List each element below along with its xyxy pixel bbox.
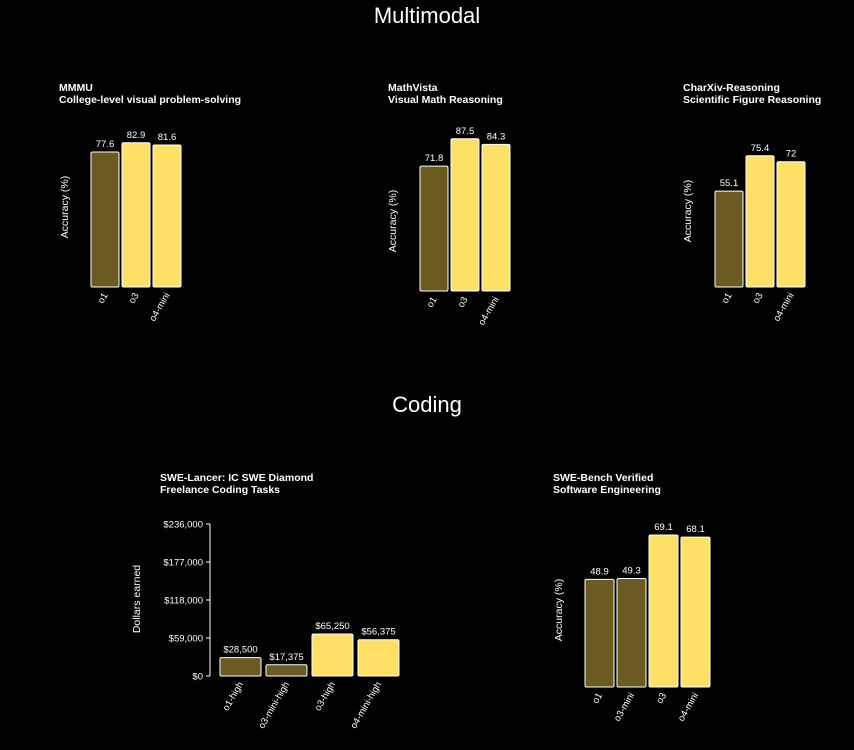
x-tick-label: o1: [96, 291, 111, 306]
data-label: $17,375: [269, 652, 303, 663]
bar-o3-mini: [616, 578, 647, 688]
data-label: $65,250: [315, 621, 349, 632]
x-tick-label: o1: [590, 691, 605, 706]
chart-title: CharXiv-Reasoning: [683, 82, 780, 94]
x-tick-label: o4-mini: [476, 295, 501, 327]
x-tick-label: o3-mini-high: [256, 680, 292, 731]
x-tick-label: o3-high: [313, 680, 338, 713]
x-tick-label: o1: [720, 291, 735, 306]
bar-o1: [90, 151, 120, 288]
chart-title-swe-lancer: SWE-Lancer: IC SWE Diamond Freelance Cod…: [160, 472, 313, 496]
chart-title: MMMU: [59, 82, 93, 94]
y-tick-label: $177,000: [163, 558, 203, 569]
bar-o4-mini-high: [357, 639, 400, 677]
y-tick-label: $118,000: [164, 596, 203, 607]
y-axis-label: Accuracy (%): [59, 176, 71, 238]
bar-o3: [648, 534, 679, 688]
x-tick-label: o4-mini: [771, 291, 796, 323]
bar-o1: [584, 578, 615, 688]
x-tick-label: o4-mini-high: [348, 680, 384, 731]
y-axis-label: Accuracy (%): [682, 180, 694, 242]
chart-subtitle: Freelance Coding Tasks: [160, 484, 281, 496]
chart-title: SWE-Lancer: IC SWE Diamond: [160, 472, 314, 484]
y-axis-label: Accuracy (%): [553, 579, 565, 641]
x-tick-label: o4-mini: [147, 291, 172, 323]
x-tick-label: o3: [654, 691, 669, 706]
x-tick-label: o3: [456, 295, 471, 310]
chart-subtitle: Software Engineering: [553, 484, 661, 496]
data-label: 71.8: [425, 153, 444, 164]
data-label: 81.6: [158, 132, 177, 143]
bar-o1: [714, 190, 744, 288]
x-tick-label: o1: [425, 295, 440, 310]
y-tick-label: $0: [192, 672, 203, 683]
chart-title: MathVista: [388, 82, 438, 94]
data-label: 82.9: [127, 130, 146, 141]
bar-o1-high: [219, 657, 262, 677]
bar-o3-mini-high: [265, 664, 308, 677]
data-label: 84.3: [487, 131, 506, 142]
data-label: 77.6: [96, 139, 115, 150]
bar-o4-mini: [680, 536, 711, 688]
bar-o1: [419, 165, 449, 292]
data-label: 75.4: [751, 143, 770, 154]
data-label: 87.5: [456, 126, 475, 137]
x-tick-label: o3: [127, 291, 142, 306]
data-label: $28,500: [223, 645, 257, 656]
chart-title: SWE-Bench Verified: [553, 472, 654, 484]
chart-subtitle: Visual Math Reasoning: [388, 94, 503, 106]
bar-o4-mini: [481, 143, 511, 292]
chart-subtitle: Scientific Figure Reasoning: [683, 94, 822, 106]
data-label: 55.1: [720, 178, 739, 189]
bar-o3: [121, 142, 151, 288]
chart-title-swe-bench: SWE-Bench Verified Software Engineering: [553, 472, 661, 496]
y-axis-label: Accuracy (%): [387, 190, 399, 252]
data-label: 48.9: [590, 566, 609, 577]
x-tick-label: o4-mini: [676, 691, 701, 723]
x-tick-label: o1-high: [221, 680, 246, 713]
data-label: 68.1: [686, 524, 705, 535]
bar-o4-mini: [152, 144, 182, 288]
y-tick-label: $236,000: [163, 520, 203, 531]
bar-o4-mini: [776, 161, 806, 288]
data-label: 49.3: [622, 566, 641, 577]
y-axis-label: Dollars earned: [131, 565, 143, 633]
section-title-multimodal: Multimodal: [373, 3, 481, 28]
chart-subtitle: College-level visual problem-solving: [59, 94, 242, 106]
data-label: $56,375: [361, 627, 395, 638]
y-tick-label: $59,000: [169, 634, 203, 645]
bar-o3: [745, 155, 775, 288]
bar-o3-high: [311, 633, 354, 677]
section-title-coding: Coding: [392, 392, 462, 417]
data-label: 69.1: [654, 522, 673, 533]
chart-title-mathvista: MathVista Visual Math Reasoning: [388, 82, 503, 106]
x-tick-label: o3-mini: [612, 691, 637, 723]
chart-title-mmmu: MMMU College-level visual problem-solvin…: [59, 82, 241, 106]
chart-title-charxiv: CharXiv-Reasoning Scientific Figure Reas…: [683, 82, 821, 106]
data-label: 72: [786, 149, 797, 160]
bar-o3: [450, 138, 480, 292]
x-tick-label: o3: [751, 291, 766, 306]
